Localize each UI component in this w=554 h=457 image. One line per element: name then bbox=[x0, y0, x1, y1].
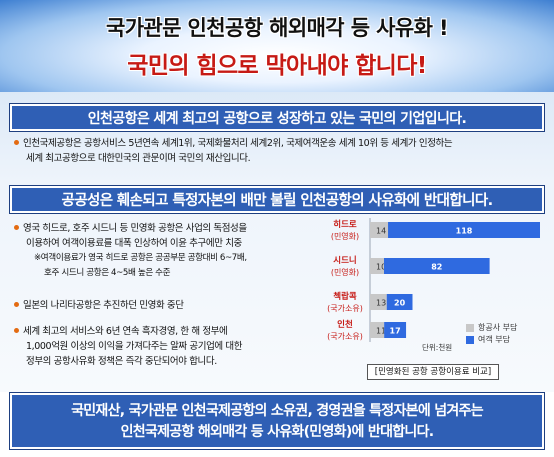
legend-label-passenger: 여객 부담 bbox=[478, 335, 510, 344]
chart-category-label: 히드로 (민영화) bbox=[322, 220, 368, 242]
chart-category-sub: (민영화) bbox=[330, 268, 360, 277]
section2-bullet2: 일본의 나리타공항은 추진하던 민영화 중단 bbox=[14, 298, 324, 313]
chart-category-name: 시드니 bbox=[333, 256, 357, 266]
chart-category-name: 인천 bbox=[337, 320, 353, 330]
section1-bullet: 인천국제공항은 공항서비스 5년연속 세계1위, 국제화물처리 세계2위, 국제… bbox=[14, 136, 544, 166]
chart-bar-segment bbox=[370, 258, 384, 274]
chart-category-name: 첵랍콕 bbox=[333, 292, 357, 302]
chart-data-label: 13 bbox=[376, 299, 386, 308]
section2-bullet1: 영국 히드로, 호주 시드니 등 민영화 공항은 사업의 독점성을 이용하여 여… bbox=[14, 221, 324, 281]
chart-category-name: 히드로 bbox=[333, 220, 357, 230]
chart-category-label: 첵랍콕 (국가소유) bbox=[322, 292, 368, 314]
chart-legend: 항공사 부담 여객 부담 bbox=[466, 322, 517, 346]
section2-bullet1-line1: 영국 히드로, 호주 시드니 등 민영화 공항은 사업의 독점성을 bbox=[23, 223, 247, 234]
sky-header-background bbox=[0, 0, 554, 92]
section2-bullet1-note1: ※여객이용료가 영국 히드로 공항은 공공부문 공항대비 6~7배, bbox=[34, 253, 247, 263]
section2-bullet3-line1: 세계 최고의 서비스와 6년 연속 흑자경영, 한 해 정부에 bbox=[23, 326, 228, 337]
section2-bullet3: 세계 최고의 서비스와 6년 연속 흑자경영, 한 해 정부에 1,000억원 … bbox=[14, 324, 324, 369]
chart-category-label: 시드니 (민영화) bbox=[322, 256, 368, 278]
chart-bar-segment bbox=[384, 322, 407, 338]
chart-data-label: 118 bbox=[456, 227, 473, 236]
chart-category-sub: (민영화) bbox=[330, 232, 360, 241]
legend-item-passenger: 여객 부담 bbox=[466, 334, 517, 346]
section1-title: 인천공항은 세계 최고의 공항으로 성장하고 있는 국민의 기업입니다. bbox=[10, 104, 544, 131]
footer-line2: 인천국제공항 해외매각 등 사유화(민영화)에 반대합니다. bbox=[120, 424, 435, 440]
section2-bullet1-note2: 호주 시드니 공항은 4~5배 높은 수준 bbox=[44, 268, 171, 278]
section2-bullet3-line2: 1,000억원 이상의 이익을 가져다주는 알짜 공기업에 대한 bbox=[26, 341, 243, 352]
section1-bullet-line1: 인천국제공항은 공항서비스 5년연속 세계1위, 국제화물처리 세계2위, 국제… bbox=[23, 138, 453, 149]
chart-bar-segment bbox=[370, 294, 387, 310]
section2-title: 공공성은 훼손되고 특정자본의 배만 불릴 인천공항의 사유화에 반대합니다. bbox=[10, 186, 544, 213]
chart-data-label: 14 bbox=[376, 227, 386, 236]
chart-caption: [민영화된 공항 공항이용료 비교] bbox=[367, 364, 499, 380]
section1-bullet-line2: 세계 최고공항으로 대한민국의 관문이며 국민의 재산입니다. bbox=[26, 153, 251, 164]
bullet-dot-icon bbox=[14, 140, 19, 145]
chart-data-label: 82 bbox=[431, 263, 442, 272]
headline-line1: 국가관문 인천공항 해외매각 등 사유화 ! bbox=[105, 16, 449, 40]
chart-svg: 14 118 10 82 13 20 11 17 bbox=[369, 218, 540, 342]
legend-label-airline: 항공사 부담 bbox=[478, 323, 518, 332]
legend-item-airline: 항공사 부담 bbox=[466, 322, 517, 334]
chart-bar-segment bbox=[388, 222, 540, 238]
chart-unit: 단위:천원 bbox=[422, 343, 453, 352]
legend-swatch-passenger bbox=[466, 335, 474, 344]
chart-data-label: 10 bbox=[376, 263, 386, 272]
section2-bullet1-line2: 이용하여 여객이용료를 대폭 인상하여 이윤 추구에만 치중 bbox=[26, 238, 242, 249]
headline-line2: 국민의 힘으로 막아내야 합니다! bbox=[127, 53, 427, 79]
footer-banner: 국민재산, 국가관문 인천국제공항의 소유권, 경영권을 특정자본에 넘겨주는 … bbox=[10, 393, 544, 449]
bullet-dot-icon bbox=[14, 225, 19, 230]
airport-fee-chart: 14 118 10 82 13 20 11 17 항공사 부담 여객 부담 단위:천원 [민영… bbox=[322, 218, 544, 396]
section2-bullet2-text: 일본의 나리타공항은 추진하던 민영화 중단 bbox=[23, 300, 184, 311]
footer-line1: 국민재산, 국가관문 인천국제공항의 소유권, 경영권을 특정자본에 넘겨주는 bbox=[71, 403, 484, 419]
chart-data-label: 17 bbox=[390, 327, 401, 336]
chart-category-label: 인천 (국가소유) bbox=[322, 320, 368, 342]
sky-body-background bbox=[0, 92, 554, 392]
chart-data-label: 11 bbox=[376, 327, 386, 336]
chart-bar-segment bbox=[386, 294, 413, 310]
chart-category-sub: (국가소유) bbox=[327, 332, 363, 341]
section2-bullet3-line3: 정부의 공항사유화 정책은 즉각 중단되어야 합니다. bbox=[26, 356, 217, 367]
bullet-dot-icon bbox=[14, 328, 19, 333]
chart-bar-segment bbox=[384, 258, 490, 274]
chart-data-label: 20 bbox=[394, 299, 406, 308]
chart-bar-segment bbox=[370, 322, 385, 338]
chart-bar-segment bbox=[370, 222, 389, 238]
chart-category-sub: (국가소유) bbox=[327, 304, 363, 313]
legend-swatch-airline bbox=[466, 323, 474, 332]
bullet-dot-icon bbox=[14, 302, 19, 307]
